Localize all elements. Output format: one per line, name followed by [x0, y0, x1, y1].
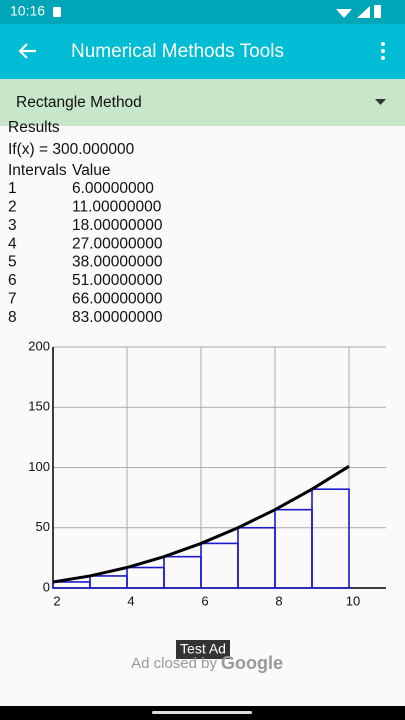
rectangle-bar: [200, 542, 239, 589]
back-button[interactable]: [18, 43, 36, 59]
rectangle-bar: [274, 508, 313, 589]
row-value: 38.00000000: [72, 254, 163, 271]
row-interval: 1: [8, 180, 17, 197]
ad-brand: Google: [221, 653, 283, 673]
menu-button[interactable]: [381, 42, 385, 60]
status-icon: [53, 7, 61, 17]
rectangle-bar: [311, 488, 350, 589]
rectangle-bar: [126, 566, 165, 589]
row-value: 27.00000000: [72, 235, 163, 252]
ad-label-box: [176, 640, 230, 659]
dropdown-arrow[interactable]: [375, 99, 386, 105]
row-interval: 4: [8, 235, 17, 252]
x-tick-label: 6: [201, 593, 208, 608]
signal-icon: [357, 6, 370, 18]
x-tick-label: 10: [346, 593, 360, 608]
row-interval: 5: [8, 254, 17, 271]
column-header: Value: [72, 162, 111, 179]
method-dropdown[interactable]: [0, 79, 405, 126]
row-value: 6.00000000: [72, 180, 154, 197]
rectangle-bar: [237, 526, 276, 589]
x-tick-label: 2: [53, 593, 60, 608]
ad-text: Ad closed by: [131, 655, 217, 672]
chart: 0 50 100 150 200 2 4 6 8 10: [28, 338, 386, 608]
nav-handle: [152, 711, 252, 714]
status-time: 10:16: [10, 3, 45, 19]
row-interval: 8: [8, 309, 17, 326]
row-interval: 6: [8, 272, 17, 289]
row-value: 66.00000000: [72, 290, 163, 307]
status-bar: [0, 0, 405, 24]
row-value: 11.00000000: [72, 198, 162, 215]
rectangle-bar: [52, 581, 91, 589]
column-header: Intervals: [8, 162, 67, 179]
results-heading: Results: [8, 119, 60, 136]
y-tick-label: 100: [28, 459, 50, 474]
row-interval: 3: [8, 217, 17, 234]
row-value: 83.00000000: [72, 309, 163, 326]
rectangle-bar: [89, 575, 128, 589]
row-interval: 7: [8, 290, 17, 307]
wifi-icon: [336, 9, 352, 18]
y-tick-label: 50: [36, 519, 50, 534]
dropdown-value: Rectangle Method: [16, 94, 142, 111]
battery-icon: [374, 5, 381, 18]
app-title: Numerical Methods Tools: [71, 41, 284, 62]
integral-result: If(x) = 300.000000: [8, 141, 135, 158]
x-tick-label: 4: [127, 593, 134, 608]
row-value: 18.00000000: [72, 217, 163, 234]
y-tick-label: 200: [28, 338, 50, 353]
y-tick-label: 0: [43, 579, 50, 594]
y-tick-label: 150: [28, 399, 50, 414]
row-value: 51.00000000: [72, 272, 163, 289]
function-curve: [52, 465, 350, 584]
ad-label: Test Ad: [180, 641, 226, 657]
row-interval: 2: [8, 198, 17, 215]
app-bar: [0, 24, 405, 79]
x-tick-label: 8: [275, 593, 282, 608]
rectangle-bar: [163, 555, 202, 589]
